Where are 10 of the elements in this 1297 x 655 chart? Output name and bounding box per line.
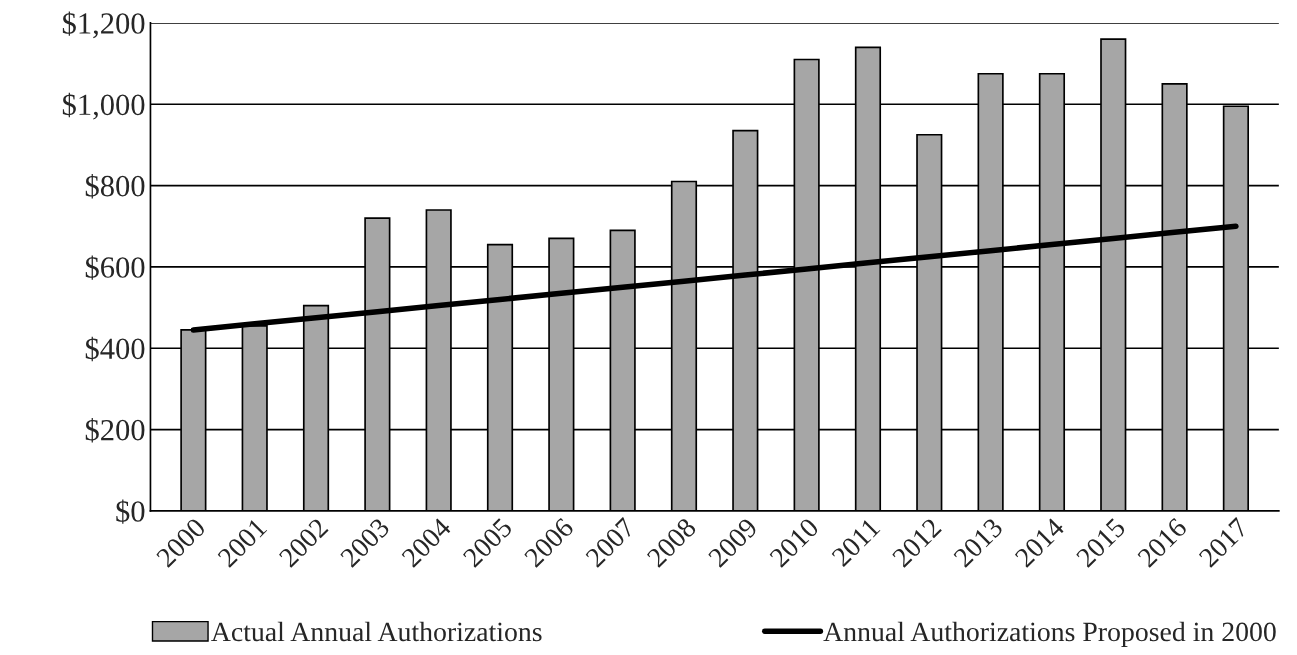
y-tick-label: $600: [85, 255, 145, 280]
x-tick-label: 2011: [830, 517, 881, 568]
legend-label: Annual Authorizations Proposed in 2000: [823, 621, 1276, 647]
legend-label: Actual Annual Authorizations: [211, 621, 542, 642]
y-tick-label: $0: [116, 499, 145, 524]
y-tick-label: $400: [85, 336, 145, 362]
y-tick-label: $1,000: [62, 92, 145, 120]
y-tick-label: $200: [85, 418, 145, 443]
y-tick-label: $1,200: [62, 11, 145, 39]
y-tick-label: $800: [85, 174, 145, 199]
